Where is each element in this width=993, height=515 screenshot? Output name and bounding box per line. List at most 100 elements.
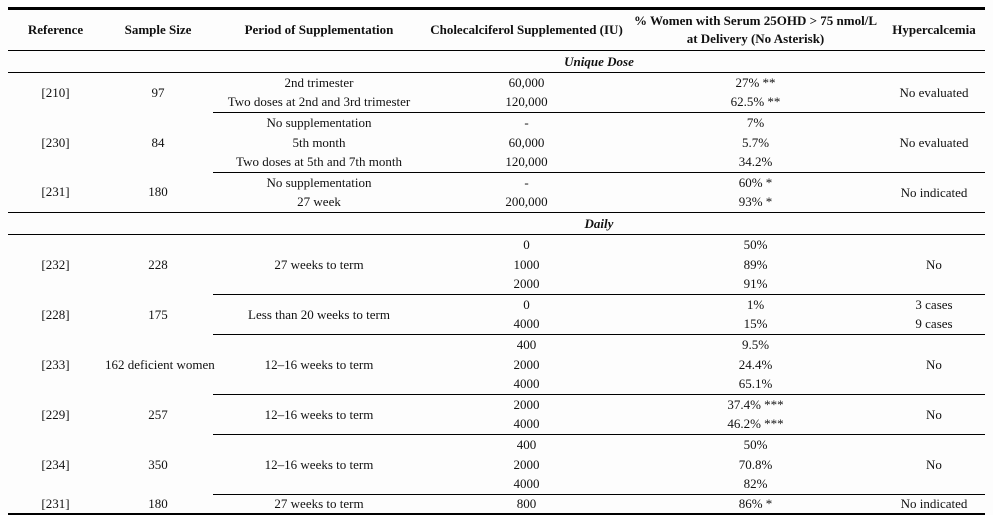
cell-period: 5th month — [292, 134, 346, 150]
cell-percent: 82% — [743, 476, 768, 492]
cell-percent: 15% — [743, 316, 768, 332]
table-row: [228] 175 Less than 20 weeks to term 0 1… — [8, 294, 985, 335]
table-row: 1000 89% — [8, 255, 985, 275]
cell-dose: 0 — [425, 234, 628, 255]
cell-reference: [231] — [41, 495, 70, 511]
cell-period: 27 weeks to term — [213, 234, 425, 295]
cell-sample-size: 180 — [148, 495, 168, 511]
cell-period: Two doses at 5th and 7th month — [236, 154, 402, 170]
cell-percent: 65.1% — [738, 376, 773, 392]
cell-dose: 2000 — [513, 356, 540, 372]
cell-dose: 0 — [425, 294, 628, 315]
supplementation-results-table: Reference Sample Size Period of Suppleme… — [8, 7, 985, 515]
column-header-dose: Cholecalciferol Supplemented (IU) — [425, 8, 628, 51]
cell-percent: 70.8% — [738, 456, 773, 472]
cell-sample-size: 257 — [148, 406, 168, 422]
column-header-percent: % Women with Serum 25OHD > 75 nmol/L at … — [628, 8, 883, 51]
column-header-reference: Reference — [8, 8, 103, 51]
cell-percent: 50% — [628, 434, 883, 455]
table-row: [233] 162 deficient women 12–16 weeks to… — [8, 334, 985, 395]
table-row: Two doses at 5th and 7th month 120,000 3… — [8, 153, 985, 173]
cell-dose: 120,000 — [505, 94, 548, 110]
cell-percent: 37.4% *** — [628, 394, 883, 415]
cell-percent: 9.5% — [628, 334, 883, 355]
cell-dose: 4000 — [513, 476, 540, 492]
cell-dose: 2000 — [425, 394, 628, 415]
cell-percent: 86% * — [628, 494, 883, 515]
cell-period: 12–16 weeks to term — [213, 434, 425, 495]
table-header: Reference Sample Size Period of Suppleme… — [8, 8, 985, 51]
cell-period: Less than 20 weeks to term — [213, 294, 425, 335]
cell-reference: [231] — [41, 184, 70, 200]
cell-dose: 60,000 — [425, 72, 628, 93]
cell-dose: 800 — [425, 494, 628, 515]
table-row: [210] 97 2nd trimester 60,000 27% ** No … — [8, 72, 985, 113]
table-row: 4000 65.1% — [8, 375, 985, 395]
cell-hypercalcemia: No indicated — [883, 172, 985, 213]
cell-sample-size: 97 — [151, 84, 165, 100]
cell-percent: 7% — [628, 112, 883, 133]
cell-period: 27 week — [297, 194, 341, 210]
cell-percent: 1% — [628, 294, 883, 315]
table-row: [230] 84 No supplementation - 7% No eval… — [8, 112, 985, 173]
cell-sample-size: 162 deficient women — [105, 356, 215, 372]
cell-period: No supplementation — [213, 112, 425, 133]
table-row: 4000 46.2% *** — [8, 415, 985, 435]
table-row: 4000 82% — [8, 475, 985, 495]
table-row: 4000 15% 9 cases — [8, 315, 985, 335]
cell-percent: 62.5% ** — [730, 94, 781, 110]
header-row: Reference Sample Size Period of Suppleme… — [8, 8, 985, 51]
cell-hypercalcemia: 9 cases — [915, 316, 953, 332]
cell-hypercalcemia: No — [883, 394, 985, 435]
table-row: 2000 91% — [8, 275, 985, 295]
section-row-daily: Daily — [8, 212, 985, 235]
cell-sample-size: 84 — [151, 134, 165, 150]
section-spacer — [8, 212, 213, 235]
section-title-daily: Daily — [213, 212, 985, 235]
cell-reference: [233] — [41, 356, 70, 372]
column-header-percent-line2: at Delivery (No Asterisk) — [686, 31, 825, 46]
table-row: [231] 180 27 weeks to term 800 86% * No … — [8, 494, 985, 515]
cell-hypercalcemia: No evaluated — [883, 112, 985, 173]
column-header-period: Period of Supplementation — [213, 8, 425, 51]
table-row: [231] 180 No supplementation - 60% * No … — [8, 172, 985, 213]
cell-percent: 93% * — [738, 194, 773, 210]
cell-reference: [232] — [41, 256, 70, 272]
cell-percent: 91% — [743, 276, 768, 292]
cell-dose: 4000 — [513, 316, 540, 332]
table-row: [232] 228 27 weeks to term 0 50% No — [8, 234, 985, 295]
cell-percent: 89% — [743, 256, 768, 272]
cell-dose: 60,000 — [508, 134, 545, 150]
section-row-unique-dose: Unique Dose — [8, 50, 985, 73]
cell-dose: 2000 — [513, 276, 540, 292]
cell-percent: 46.2% *** — [727, 416, 784, 432]
cell-period: 27 weeks to term — [213, 494, 425, 515]
cell-dose: 4000 — [513, 376, 540, 392]
table-row: 2000 24.4% — [8, 355, 985, 375]
cell-period: Two doses at 2nd and 3rd trimester — [227, 94, 411, 110]
cell-reference: [230] — [41, 134, 70, 150]
cell-period: 2nd trimester — [213, 72, 425, 93]
cell-reference: [229] — [41, 406, 70, 422]
cell-dose: 400 — [425, 434, 628, 455]
cell-percent: 34.2% — [738, 154, 773, 170]
column-header-percent-line1: % Women with Serum 25OHD > 75 nmol/L — [634, 13, 877, 29]
table-row: 5th month 60,000 5.7% — [8, 133, 985, 153]
section-spacer — [8, 50, 213, 73]
cell-dose: - — [425, 172, 628, 193]
cell-dose: 200,000 — [505, 194, 548, 210]
cell-dose: 120,000 — [505, 154, 548, 170]
cell-percent: 5.7% — [741, 134, 770, 150]
cell-sample-size: 228 — [148, 256, 168, 272]
cell-percent: 50% — [628, 234, 883, 255]
table-row: [229] 257 12–16 weeks to term 2000 37.4%… — [8, 394, 985, 435]
table-row: Two doses at 2nd and 3rd trimester 120,0… — [8, 93, 985, 113]
cell-hypercalcemia: No — [883, 334, 985, 395]
cell-dose: 400 — [425, 334, 628, 355]
cell-hypercalcemia: No evaluated — [883, 72, 985, 113]
table-row: [234] 350 12–16 weeks to term 400 50% No — [8, 434, 985, 495]
cell-percent: 24.4% — [738, 356, 773, 372]
cell-sample-size: 175 — [148, 306, 168, 322]
cell-hypercalcemia: 3 cases — [883, 294, 985, 315]
